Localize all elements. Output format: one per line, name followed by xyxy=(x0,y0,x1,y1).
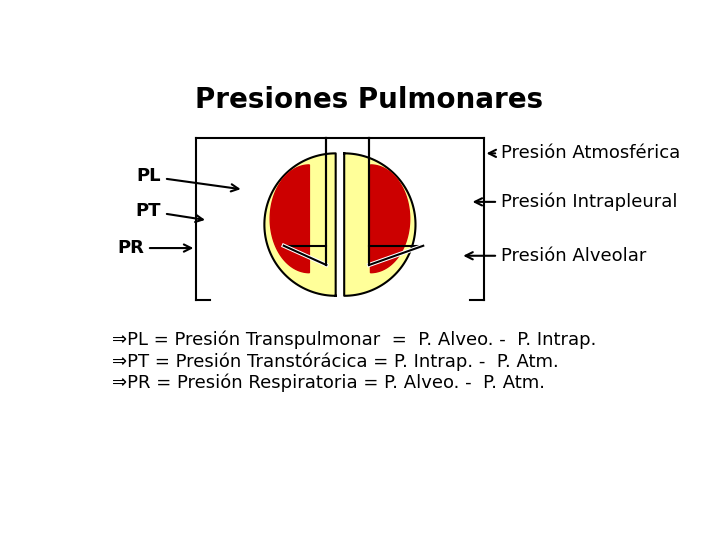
Text: PL: PL xyxy=(137,167,238,191)
Text: Presiones Pulmonares: Presiones Pulmonares xyxy=(195,86,543,114)
Polygon shape xyxy=(344,153,415,296)
Text: ⇒PR = Presión Respiratoria = P. Alveo. -  P. Atm.: ⇒PR = Presión Respiratoria = P. Alveo. -… xyxy=(112,374,545,392)
Text: Presión Alveolar: Presión Alveolar xyxy=(466,247,646,265)
Text: ⇒PT = Presión Transtórácica = P. Intrap. -  P. Atm.: ⇒PT = Presión Transtórácica = P. Intrap.… xyxy=(112,352,559,370)
Text: PT: PT xyxy=(136,202,203,222)
Text: Presión Atmosférica: Presión Atmosférica xyxy=(489,144,680,163)
Text: PR: PR xyxy=(117,239,191,257)
Text: Presión Intrapleural: Presión Intrapleural xyxy=(475,193,678,211)
Polygon shape xyxy=(371,165,410,273)
Polygon shape xyxy=(270,165,310,273)
Text: ⇒PL = Presión Transpulmonar  =  P. Alveo. -  P. Intrap.: ⇒PL = Presión Transpulmonar = P. Alveo. … xyxy=(112,330,596,349)
Polygon shape xyxy=(264,153,336,296)
